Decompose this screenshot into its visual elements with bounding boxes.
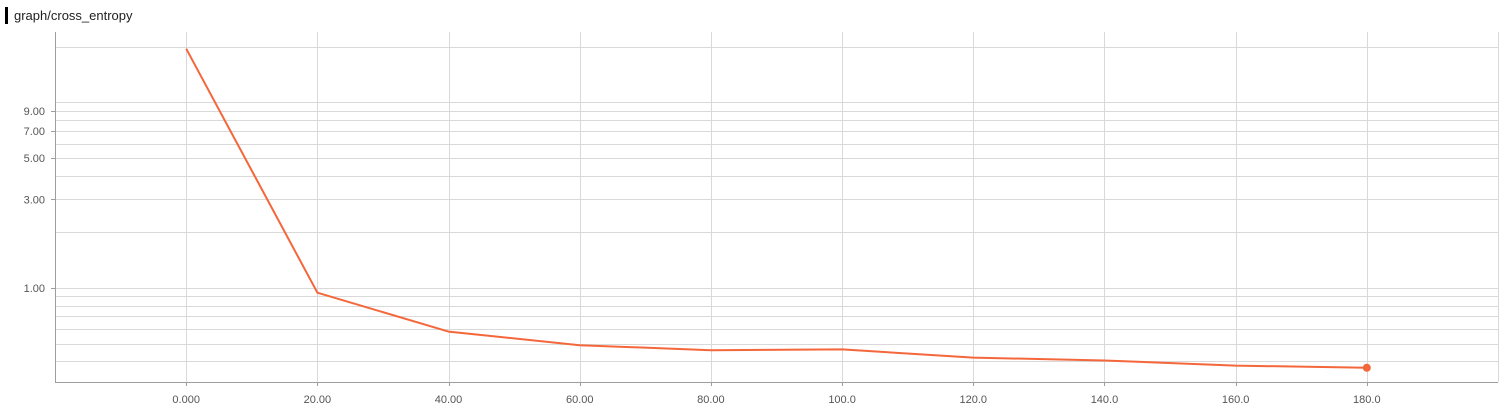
series-line bbox=[185, 48, 1367, 369]
y-tick-label: 3.00 bbox=[24, 194, 45, 206]
y-tick-label: 9.00 bbox=[24, 106, 45, 118]
x-tick-label: 20.00 bbox=[304, 394, 332, 406]
title-marker bbox=[5, 6, 8, 24]
y-tick-label: 1.00 bbox=[24, 283, 45, 295]
x-tick-label: 0.000 bbox=[172, 394, 200, 406]
y-tick-label: 7.00 bbox=[24, 126, 45, 138]
chart-title: graph/cross_entropy bbox=[14, 7, 133, 23]
x-tick-label: 100.0 bbox=[828, 394, 856, 406]
x-tick-label: 60.00 bbox=[566, 394, 594, 406]
x-tick-label: 40.00 bbox=[435, 394, 463, 406]
x-tick-label: 180.0 bbox=[1353, 394, 1381, 406]
x-tick-label: 80.00 bbox=[697, 394, 725, 406]
chart-header: graph/cross_entropy bbox=[5, 6, 133, 24]
y-tick-label: 5.00 bbox=[24, 153, 45, 165]
x-tick-label: 120.0 bbox=[960, 394, 988, 406]
x-tick-label: 140.0 bbox=[1091, 394, 1119, 406]
last-point-marker bbox=[1362, 363, 1371, 372]
x-tick-label: 160.0 bbox=[1222, 394, 1250, 406]
